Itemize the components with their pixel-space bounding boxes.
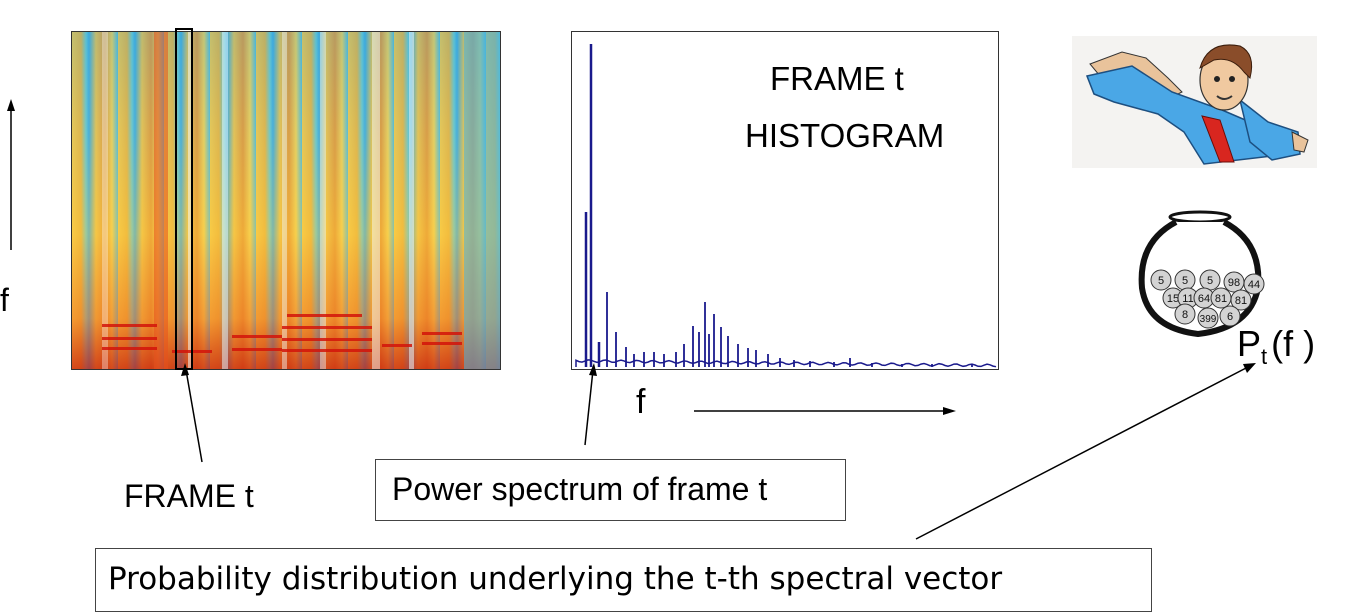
- spectrum-peaks: [575, 44, 997, 368]
- probability-function-label: Pt (f ): [1237, 323, 1315, 370]
- jar-ball-label: 98: [1228, 277, 1240, 289]
- man-reaching-illustration: [1072, 36, 1317, 168]
- jar-illustration: 5 5 5 98 44 15 11 64 81 81 8 399 6: [1138, 210, 1265, 338]
- jar-ball-label: 81: [1235, 295, 1247, 307]
- spectrum-title-line1: FRAME t: [770, 60, 904, 97]
- distribution-pointer-arrow: [915, 363, 1256, 540]
- jar-ball: [1230, 289, 1252, 311]
- jar-ball: [1174, 303, 1196, 325]
- jar-ball-label: 64: [1198, 293, 1210, 305]
- frame-label: FRAME t: [124, 478, 254, 514]
- jar-ball-label: 5: [1182, 275, 1188, 287]
- jar-ball-label: 5: [1158, 275, 1164, 287]
- spectrum-title-line2: HISTOGRAM: [745, 117, 945, 154]
- spectrogram-image: [71, 31, 501, 370]
- jar-ball-label: 44: [1248, 279, 1260, 291]
- jar-ball: [1243, 273, 1265, 295]
- jar-ball: [1219, 305, 1241, 327]
- probability-caption: Probability distribution underlying the …: [108, 561, 1003, 597]
- frame-t-highlight: [175, 28, 193, 370]
- jar-ball-label: 5: [1207, 275, 1213, 287]
- jar-ball-label: 399: [1200, 314, 1217, 325]
- prob-subscript: t: [1261, 344, 1268, 370]
- prob-symbol: P: [1237, 323, 1262, 364]
- jar-ball-label: 8: [1182, 309, 1188, 321]
- spectrogram-f-label: f: [0, 282, 9, 318]
- horizontal-axis-arrow: [694, 407, 956, 415]
- power-spectrum-caption: Power spectrum of frame t: [392, 471, 768, 507]
- probability-caption-box: Probability distribution underlying the …: [95, 548, 1152, 612]
- spectrum-noise-floor: [575, 359, 997, 368]
- jar-ball: [1150, 269, 1172, 291]
- spectrum-f-label: f: [636, 383, 646, 421]
- jar-ball-label: 15: [1167, 293, 1179, 305]
- frame-pointer-arrow: [181, 363, 203, 463]
- caption-pointer-arrow: [584, 363, 597, 446]
- jar-ball: [1197, 307, 1219, 329]
- jar-balls: 5 5 5 98 44 15 11 64 81 81 8 399 6: [1150, 269, 1265, 329]
- jar-ball-label: 6: [1227, 311, 1233, 323]
- prob-args: (f ): [1271, 323, 1316, 364]
- vertical-axis-arrow: [7, 99, 15, 250]
- jar-ball-label: 81: [1215, 293, 1227, 305]
- power-spectrum-plot: [575, 44, 997, 368]
- power-spectrum-caption-box: Power spectrum of frame t: [375, 459, 846, 521]
- jar-ball-label: 11: [1182, 293, 1193, 305]
- spectrum-panel: [571, 31, 999, 370]
